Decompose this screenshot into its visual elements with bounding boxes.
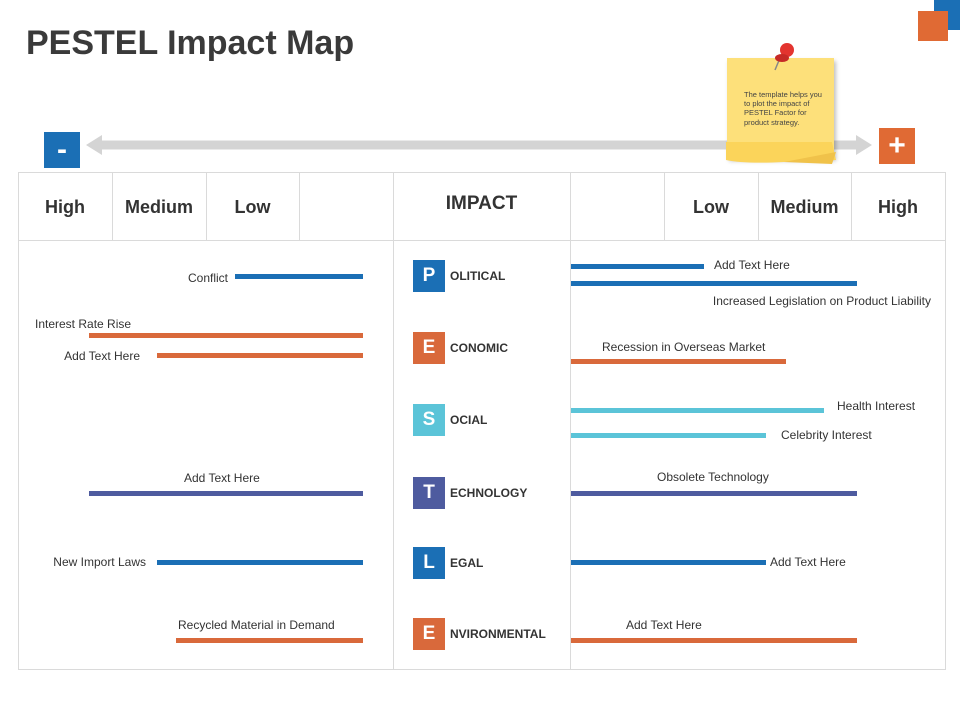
factor-label-economic: CONOMIC — [450, 341, 508, 355]
sticky-note-curl — [726, 142, 836, 164]
right-label-health-interest: Health Interest — [837, 399, 916, 413]
header-right-low: Low — [693, 197, 729, 217]
right-label-celebrity-interest: Celebrity Interest — [781, 428, 872, 442]
impact-bar — [157, 353, 363, 358]
factor-label-environmental: NVIRONMENTAL — [450, 627, 546, 641]
pushpin-icon — [774, 43, 794, 71]
factor-letter-social: S — [413, 404, 445, 436]
factor-label-political: OLITICAL — [450, 269, 506, 283]
right-label-add-text: Add Text Here — [770, 555, 846, 569]
impact-bar — [157, 560, 363, 565]
impact-bar — [571, 359, 786, 364]
factor-label-technology: ECHNOLOGY — [450, 486, 528, 500]
impact-bar — [571, 281, 857, 286]
header-right-medium: Medium — [770, 197, 839, 217]
factor-label-legal: EGAL — [450, 556, 484, 570]
header-left-high: High — [45, 197, 85, 217]
impact-bar — [89, 333, 363, 338]
left-label-add-text: Add Text Here — [64, 349, 140, 363]
factor-letter-technology: T — [413, 477, 445, 509]
left-label-interest-rate: Interest Rate Rise — [35, 317, 132, 331]
page-title: PESTEL Impact Map — [26, 24, 355, 62]
positive-impact-sign: + — [879, 128, 915, 164]
sticky-note — [727, 58, 834, 158]
impact-bar — [89, 491, 363, 496]
left-label-recycled-material: Recycled Material in Demand — [178, 618, 335, 632]
factor-letter-economic: E — [413, 332, 445, 364]
factor-letter-environmental: E — [413, 618, 445, 650]
impact-bar — [235, 274, 363, 279]
left-label-new-import-laws: New Import Laws — [53, 555, 146, 569]
header-impact: IMPACT — [445, 193, 518, 214]
header-right-high: High — [878, 197, 918, 217]
factor-label-social: OCIAL — [450, 413, 488, 427]
factor-letter-legal: L — [413, 547, 445, 579]
header-left-medium: Medium — [124, 197, 193, 217]
impact-bar — [176, 638, 363, 643]
negative-impact-sign: - — [44, 132, 80, 168]
header-left-low: Low — [234, 197, 271, 217]
right-label-recession: Recession in Overseas Market — [602, 340, 766, 354]
impact-bar — [571, 433, 766, 438]
factor-letter-political: P — [413, 260, 445, 292]
sticky-note-text: The template helps you to plot the impac… — [744, 90, 822, 127]
left-label-add-text: Add Text Here — [184, 471, 260, 485]
impact-bar — [571, 638, 857, 643]
right-label-add-text: Add Text Here — [626, 618, 702, 632]
impact-bar — [571, 264, 704, 269]
right-label-add-text: Add Text Here — [714, 258, 790, 272]
impact-bar — [571, 560, 766, 565]
right-label-increased-legislation: Increased Legislation on Product Liabili… — [712, 294, 931, 308]
left-label-conflict: Conflict — [187, 271, 228, 285]
impact-bar — [571, 491, 857, 496]
right-label-obsolete-technology: Obsolete Technology — [657, 470, 769, 484]
impact-bar — [571, 408, 824, 413]
corner-accent-orange — [918, 11, 948, 41]
